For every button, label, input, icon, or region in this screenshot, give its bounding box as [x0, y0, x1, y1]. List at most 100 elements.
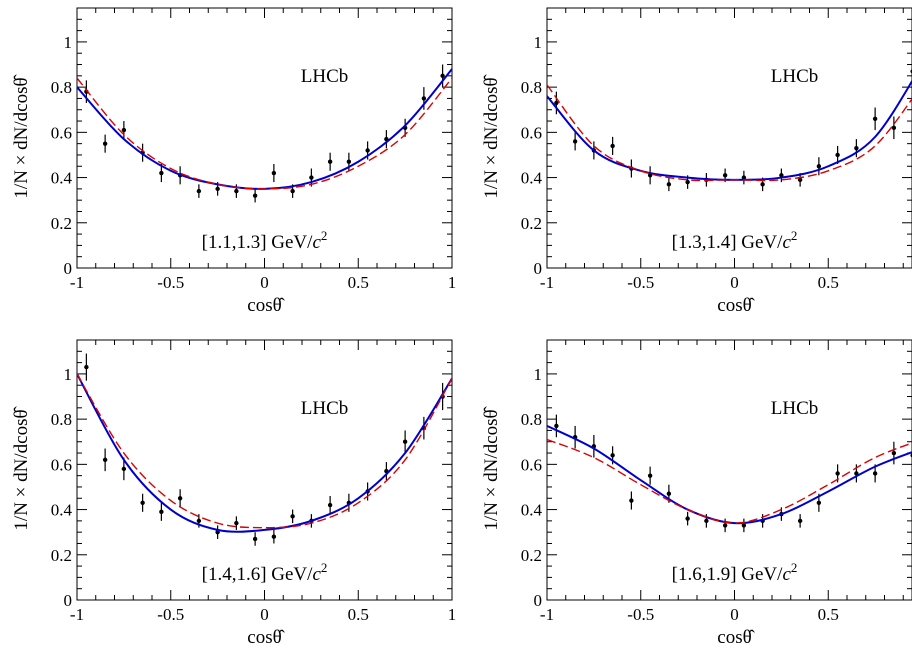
- data-point: [629, 491, 634, 510]
- x-tick-label: -0.5: [627, 605, 654, 624]
- data-point: [572, 132, 578, 151]
- x-tick-label: -0.5: [627, 273, 654, 292]
- data-marker: [666, 182, 672, 187]
- y-tick-label: 1: [64, 33, 73, 52]
- y-axis-title: 1/N × dN/dcosθ̂: [481, 406, 502, 530]
- x-tick-label: 0.5: [818, 273, 839, 292]
- data-point: [854, 139, 859, 158]
- data-point: [835, 145, 840, 164]
- mass-range-label: [1.1,1.3] GeV/c2: [202, 228, 328, 253]
- data-point: [327, 496, 333, 515]
- data-point: [159, 502, 164, 521]
- data-point: [685, 511, 690, 526]
- data-point: [647, 166, 653, 185]
- data-point: [384, 462, 389, 481]
- data-marker: [891, 450, 897, 456]
- x-tick-label: -1: [70, 605, 84, 624]
- data-marker: [159, 509, 164, 515]
- y-tick-label: 0.6: [51, 123, 72, 142]
- data-point: [816, 157, 822, 176]
- experiment-label: LHCb: [771, 398, 819, 419]
- y-tick-label: 0.8: [521, 78, 542, 97]
- chart-panel-4: -1 -0.5 0 0.5 0 0.2 0.4 0.6 0.8 1 cosθ̂ 1/N × dN/dc…: [481, 339, 912, 648]
- mass-range-label: [1.4,1.6] GeV/c2: [202, 560, 328, 585]
- data-point: [554, 414, 559, 438]
- data-point: [384, 130, 389, 149]
- data-point: [797, 514, 803, 528]
- data-point: [554, 91, 559, 115]
- x-tick-label: 0.5: [348, 605, 369, 624]
- data-point: [666, 177, 672, 192]
- data-marker: [271, 534, 277, 539]
- data-marker: [234, 188, 239, 194]
- alternative-curve: [77, 373, 452, 529]
- y-axis-title: 1/N × dN/dcosθ̂: [481, 74, 502, 198]
- chart-panel-1: -1 -0.5 0 0.5 1 0 0.2 0.4 0.6 0.8 1 cosθ̂ 1/N × dN/d…: [11, 7, 457, 316]
- data-marker: [84, 364, 89, 370]
- x-axis-title: cosθ̂: [717, 295, 754, 316]
- chart-panel-2: -1 -0.5 0 0.5 0 0.2 0.4 0.6 0.8 1 cosθ̂ 1/N × dN/dc…: [481, 7, 912, 316]
- data-point: [741, 170, 747, 185]
- x-tick-label: 1: [448, 605, 457, 624]
- data-point: [647, 466, 653, 485]
- alternative-curve: [547, 84, 912, 182]
- y-axis-ticks: [77, 350, 452, 601]
- experiment-label: LHCb: [301, 66, 349, 87]
- y-tick-label: 0.2: [51, 214, 72, 233]
- x-axis-ticks: [546, 340, 904, 600]
- data-point: [234, 516, 239, 530]
- x-axis-ticks: [76, 8, 453, 268]
- data-marker: [741, 175, 747, 180]
- data-marker: [629, 498, 634, 503]
- data-marker: [722, 523, 728, 528]
- y-tick-label: 1: [534, 365, 543, 384]
- data-points: [554, 414, 912, 533]
- data-point: [741, 518, 747, 533]
- data-marker: [854, 145, 859, 151]
- x-tick-label: 0.5: [818, 605, 839, 624]
- data-marker: [835, 152, 840, 158]
- x-tick-label: 1: [448, 273, 457, 292]
- x-tick-label: 0: [260, 273, 269, 292]
- data-marker: [252, 536, 258, 542]
- data-marker: [365, 148, 370, 153]
- plot-frame: [546, 339, 912, 601]
- data-marker: [572, 139, 578, 144]
- data-points: [84, 64, 445, 203]
- data-point: [402, 430, 408, 454]
- data-point: [102, 134, 108, 153]
- experiment-label: LHCb: [301, 398, 349, 419]
- data-marker: [816, 500, 822, 505]
- data-marker: [309, 175, 314, 180]
- y-tick-label: 0: [534, 259, 543, 278]
- data-points: [554, 69, 912, 192]
- data-point: [140, 493, 145, 512]
- data-marker: [102, 457, 108, 463]
- data-marker: [177, 496, 183, 501]
- x-axis-ticks: [76, 340, 453, 600]
- data-marker: [327, 159, 333, 164]
- y-tick-label: 0.2: [521, 214, 542, 233]
- y-tick-label: 0: [64, 591, 73, 610]
- x-axis-ticks: [546, 8, 904, 268]
- y-tick-label: 0.6: [521, 455, 542, 474]
- fit-curve: [77, 373, 452, 533]
- data-point: [872, 107, 878, 131]
- plot-area: [77, 64, 452, 203]
- data-marker: [797, 177, 803, 183]
- x-tick-label: 0: [260, 605, 269, 624]
- data-marker: [121, 127, 127, 133]
- x-tick-label: -0.5: [157, 605, 184, 624]
- data-point: [271, 529, 277, 544]
- data-marker: [327, 502, 333, 508]
- data-point: [215, 525, 220, 539]
- data-point: [610, 136, 615, 155]
- data-marker: [891, 125, 897, 131]
- data-point: [591, 434, 597, 458]
- data-marker: [196, 188, 202, 194]
- plot-area: [547, 69, 912, 192]
- data-point: [271, 164, 277, 183]
- data-marker: [402, 439, 408, 444]
- y-tick-label: 1: [64, 365, 73, 384]
